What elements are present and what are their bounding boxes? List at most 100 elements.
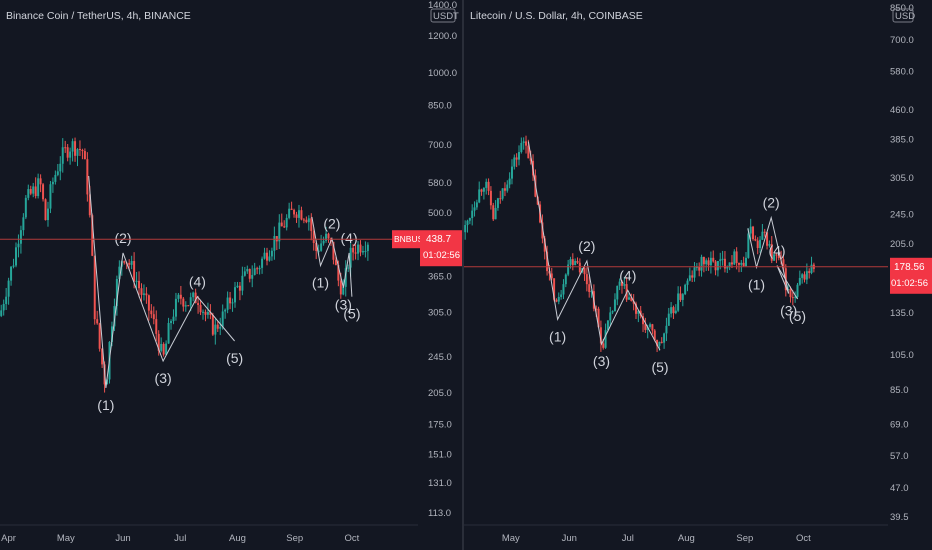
candle-body	[211, 314, 214, 335]
candle-body	[574, 260, 577, 266]
candle-body	[118, 266, 121, 279]
candle-body	[618, 281, 621, 286]
candle-body	[305, 219, 308, 223]
chart-title-bnb: Binance Coin / TetherUS, 4h, BINANCE	[6, 10, 191, 22]
y-tick-label: 245.0	[890, 209, 914, 220]
candle-body	[464, 225, 467, 233]
candle-body	[160, 343, 163, 351]
wave-label: (1)	[748, 276, 765, 292]
candle-body	[88, 194, 91, 216]
candle-body	[273, 236, 276, 251]
chart-title-ltc: Litecoin / U.S. Dollar, 4h, COINBASE	[470, 10, 643, 22]
wave-label: (5)	[343, 306, 360, 322]
candle-body	[695, 267, 698, 269]
candle-body	[320, 243, 323, 251]
candle-body	[740, 262, 743, 265]
elliott-wave-line	[747, 215, 798, 300]
candle-body	[19, 230, 22, 244]
candle-body	[7, 280, 10, 297]
wave-label: (4)	[619, 267, 636, 283]
candle-body	[562, 284, 565, 295]
candle-body	[34, 186, 37, 197]
currency-badge-label: USDT	[433, 11, 459, 22]
candle-body	[719, 259, 722, 262]
candle-body	[730, 262, 733, 265]
candle-body	[295, 214, 298, 218]
candle-body	[216, 324, 219, 329]
bnb-chart[interactable]: 1400.0 1200.0 1000.0 850.0 700.0 580.0 500.0 36…	[0, 0, 462, 550]
wave-label: (2)	[114, 230, 131, 246]
candle-body	[42, 184, 45, 200]
candle-body	[709, 257, 712, 266]
y-tick-label: 113.0	[428, 508, 451, 519]
candle-body	[0, 310, 3, 316]
candle-body	[167, 322, 170, 344]
candles-ltc	[464, 135, 815, 353]
candle-body	[517, 152, 520, 160]
x-tick-label: Aug	[229, 533, 246, 544]
candle-body	[174, 298, 177, 317]
y-tick-label: 700.0	[890, 35, 914, 46]
candle-body	[663, 333, 666, 343]
candle-body	[302, 219, 305, 221]
candle-body	[728, 262, 731, 267]
elliott-waves-bnb: (1) (2) (3) (4) (5) (1) (2) (3) (4) (5)	[88, 175, 361, 413]
candle-body	[482, 187, 485, 192]
candle-body	[293, 209, 296, 215]
candle-body	[810, 264, 813, 273]
candle-body	[789, 288, 792, 298]
candle-body	[471, 210, 474, 219]
candle-body	[716, 261, 719, 271]
candle-body	[686, 280, 689, 285]
candle-body	[310, 218, 313, 232]
candle-body	[86, 159, 89, 195]
candle-body	[268, 256, 271, 261]
candle-body	[595, 308, 598, 310]
y-tick-label: 580.0	[890, 66, 914, 77]
candle-body	[557, 296, 560, 302]
candle-body	[759, 239, 762, 249]
candle-body	[742, 262, 745, 267]
candle-body	[770, 244, 773, 261]
candle-body	[756, 240, 759, 249]
candle-body	[364, 251, 367, 253]
last-price-tag	[890, 257, 932, 294]
candle-body	[553, 278, 556, 300]
x-tick-label: Jul	[622, 533, 634, 544]
currency-badge	[430, 8, 456, 23]
candle-body	[745, 257, 748, 267]
candle-body	[672, 307, 675, 314]
candle-body	[747, 233, 750, 258]
candle-body	[64, 147, 67, 149]
x-tick-label: Oct	[345, 533, 360, 544]
candle-body	[261, 258, 264, 268]
candle-body	[96, 319, 99, 324]
candle-body	[150, 310, 153, 315]
y-tick-label: 500.0	[428, 208, 452, 219]
x-tick-label: Jun	[115, 533, 130, 544]
candle-body	[475, 202, 478, 208]
candle-body	[707, 260, 710, 266]
candle-body	[473, 207, 476, 211]
chart-divider[interactable]	[462, 0, 464, 550]
candle-body	[263, 252, 266, 259]
candle-body	[691, 275, 694, 278]
wave-label: (1)	[97, 397, 114, 413]
candle-body	[98, 323, 101, 349]
candle-body	[229, 297, 232, 304]
candle-body	[256, 268, 259, 270]
candle-body	[184, 305, 187, 307]
candle-body	[698, 267, 701, 271]
candle-body	[352, 247, 355, 253]
candle-body	[283, 226, 286, 228]
candle-body	[506, 184, 509, 191]
candle-body	[754, 239, 757, 241]
candle-body	[206, 312, 209, 315]
ltc-chart[interactable]: 850.0700.0580.0460.0385.0305.0245.0205.0…	[464, 0, 932, 550]
candle-body	[646, 326, 649, 330]
candle-body	[489, 190, 492, 206]
y-tick-label: 205.0	[890, 239, 914, 250]
y-tick-label: 135.0	[890, 308, 914, 319]
wave-label: (2)	[763, 195, 780, 211]
last-price-value: 178.56	[894, 262, 925, 273]
